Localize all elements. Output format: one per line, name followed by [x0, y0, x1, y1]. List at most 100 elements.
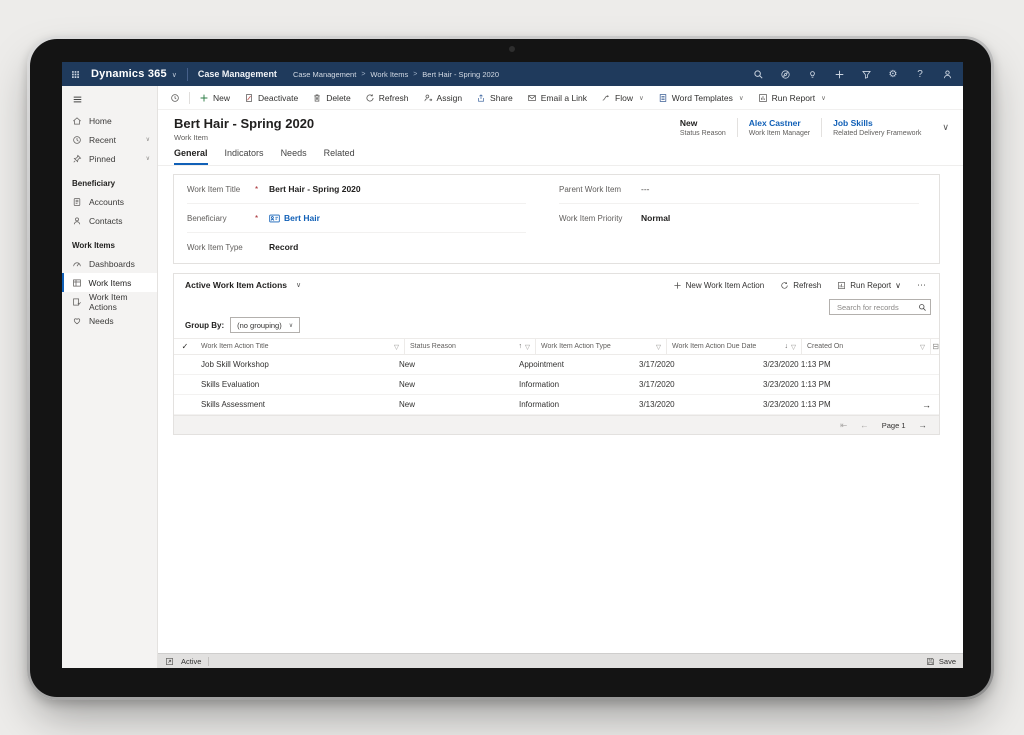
sidebar-item-home[interactable]: Home [62, 111, 157, 130]
summary-value-link[interactable]: Job Skills [833, 118, 873, 128]
flow-button[interactable]: Flow ∨ [594, 86, 651, 109]
sidebar-item-work-items[interactable]: Work Items [62, 273, 157, 292]
first-page-icon[interactable]: ⇤ [840, 419, 848, 430]
tab-needs[interactable]: Needs [280, 148, 307, 158]
header-expand-chevron-icon[interactable]: ∨ [942, 122, 949, 132]
compass-icon[interactable] [779, 68, 791, 80]
subgrid-title[interactable]: Active Work Item Actions ∨ [185, 280, 301, 290]
refresh-button[interactable]: Refresh [358, 86, 416, 109]
required-marker: * [255, 213, 259, 223]
search-records-input[interactable] [835, 301, 918, 313]
filter-icon[interactable]: ▽ [920, 343, 925, 351]
column-header-title[interactable]: Work Item Action Title ▽ [196, 339, 404, 354]
hamburger-menu-icon[interactable] [62, 86, 157, 111]
sidebar-item-label: Recent [89, 134, 116, 145]
sidebar-item-label: Needs [89, 315, 114, 326]
table-row[interactable]: Skills Assessment New Information 3/13/2… [174, 395, 939, 415]
report-icon [837, 281, 846, 290]
tab-indicators[interactable]: Indicators [224, 148, 264, 158]
expand-footer-icon[interactable] [165, 657, 174, 666]
column-header-status-reason[interactable]: Status Reason ↑ ▽ [404, 339, 535, 354]
sidebar-item-work-item-actions[interactable]: Work Item Actions [62, 292, 157, 312]
record-header: Bert Hair - Spring 2020 Work Item New St… [158, 110, 963, 143]
column-header-due-date[interactable]: Work Item Action Due Date ↓ ▽ [666, 339, 801, 354]
sidebar-item-dashboards[interactable]: Dashboards [62, 254, 157, 273]
group-by-select[interactable]: (no grouping) ∨ [230, 317, 301, 333]
run-report-button[interactable]: Run Report ∨ [751, 86, 833, 109]
field-work-item-type: Work Item Type Record [187, 233, 526, 261]
field-label: Work Item Priority [559, 213, 623, 223]
search-icon[interactable] [918, 303, 927, 312]
tab-general[interactable]: General [174, 148, 208, 165]
field-value[interactable]: Normal [641, 213, 671, 223]
assign-button[interactable]: Assign [416, 86, 470, 109]
filter-icon[interactable]: ▽ [656, 343, 661, 351]
column-header-action-type[interactable]: Work Item Action Type ▽ [535, 339, 666, 354]
next-page-icon[interactable]: → [918, 420, 928, 430]
lightbulb-icon[interactable] [806, 68, 818, 80]
assign-icon [423, 93, 433, 103]
waffle-icon[interactable] [70, 69, 81, 80]
share-button[interactable]: Share [469, 86, 520, 109]
select-all-checkbox[interactable]: ✓ [181, 342, 189, 351]
sidebar-item-contacts[interactable]: Contacts [62, 211, 157, 230]
user-avatar-icon[interactable] [941, 68, 953, 80]
gear-icon[interactable]: ⚙ [888, 68, 898, 80]
breadcrumb-item[interactable]: Case Management [292, 69, 357, 79]
lookup-value[interactable]: Bert Hair [269, 213, 320, 223]
sidebar-item-label: Accounts [89, 196, 124, 207]
filter-icon[interactable]: ▽ [791, 343, 796, 351]
chevron-down-icon: ∨ [821, 94, 826, 102]
chevron-down-icon[interactable]: ∨ [145, 156, 150, 162]
tab-related[interactable]: Related [323, 148, 355, 158]
summary-value-link[interactable]: Alex Castner [748, 118, 801, 128]
field-label: Work Item Title [187, 184, 241, 194]
filter-icon[interactable]: ▽ [525, 343, 530, 351]
search-icon[interactable] [752, 68, 764, 80]
work-items-icon [72, 278, 82, 288]
email-link-button[interactable]: Email a Link [520, 86, 594, 109]
filter-icon[interactable]: ▽ [394, 343, 399, 351]
field-value[interactable]: --- [641, 184, 650, 194]
plus-icon[interactable] [833, 68, 845, 80]
word-templates-button[interactable]: Word Templates ∨ [651, 86, 751, 109]
subgrid-refresh-button[interactable]: Refresh [773, 281, 828, 290]
table-row[interactable]: Job Skill Workshop New Appointment 3/17/… [174, 355, 939, 375]
table-row[interactable]: Skills Evaluation New Information 3/17/2… [174, 375, 939, 395]
save-button[interactable]: Save [926, 657, 956, 666]
column-header-created-on[interactable]: Created On ▽ [801, 339, 930, 354]
sidebar-item-pinned[interactable]: Pinned ∨ [62, 149, 157, 168]
deactivate-button[interactable]: Deactivate [237, 86, 305, 109]
command-divider [189, 91, 190, 104]
app-title[interactable]: Dynamics 365 [91, 68, 167, 80]
command-bar: New Deactivate Delete Refresh Assign [158, 86, 963, 110]
sidebar-item-needs[interactable]: Needs [62, 311, 157, 330]
subgrid-overflow-button[interactable]: ⋯ [917, 279, 926, 290]
command-label: Word Templates [671, 92, 733, 103]
new-work-item-action-button[interactable]: New Work Item Action [666, 281, 772, 290]
area-title[interactable]: Case Management [197, 69, 277, 79]
help-icon[interactable]: ? [917, 68, 923, 80]
field-value[interactable]: Record [269, 242, 299, 252]
sidebar-item-recent[interactable]: Recent ∨ [62, 130, 157, 149]
delete-button[interactable]: Delete [305, 86, 358, 109]
previous-page-icon[interactable]: ← [860, 420, 869, 430]
field-value[interactable]: Bert Hair - Spring 2020 [269, 184, 361, 194]
chevron-down-icon[interactable]: ∨ [145, 137, 150, 143]
grid-header-row: ✓ Work Item Action Title ▽ Status Reason… [174, 338, 939, 355]
sidebar-item-accounts[interactable]: Accounts [62, 192, 157, 211]
filter-icon[interactable] [860, 68, 872, 80]
breadcrumb-separator: > [361, 70, 366, 78]
scroll-right-indicator[interactable]: → [876, 400, 939, 410]
column-header-options[interactable]: ⊟ [930, 339, 947, 354]
command-label: Delete [326, 92, 351, 103]
breadcrumb-item[interactable]: Work Items [370, 69, 409, 79]
cell-title: Job Skill Workshop [201, 360, 269, 369]
record-set-history-button[interactable] [163, 86, 187, 109]
app-title-chevron-icon[interactable]: ∨ [171, 71, 177, 79]
breadcrumb-item-current[interactable]: Bert Hair - Spring 2020 [422, 69, 499, 79]
new-button[interactable]: New [192, 86, 237, 109]
arrow-right-icon: → [922, 399, 931, 410]
command-label: Assign [436, 92, 463, 103]
subgrid-run-report-button[interactable]: Run Report ∨ [830, 281, 908, 290]
